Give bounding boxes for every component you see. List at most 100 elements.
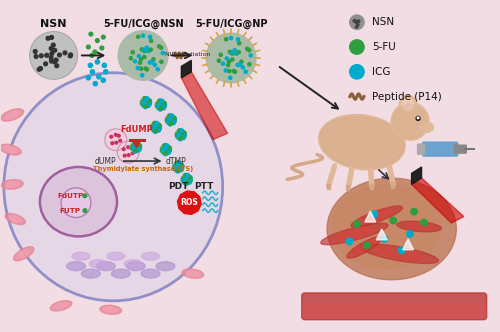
Ellipse shape bbox=[334, 227, 374, 240]
Circle shape bbox=[133, 141, 136, 144]
Circle shape bbox=[226, 57, 228, 60]
Circle shape bbox=[143, 49, 146, 53]
Circle shape bbox=[180, 130, 183, 134]
Circle shape bbox=[147, 103, 150, 107]
Ellipse shape bbox=[332, 184, 442, 269]
Circle shape bbox=[134, 143, 138, 146]
Text: FdUTP: FdUTP bbox=[57, 193, 83, 199]
Ellipse shape bbox=[5, 182, 17, 187]
Ellipse shape bbox=[142, 252, 160, 260]
Circle shape bbox=[228, 50, 232, 53]
Circle shape bbox=[206, 33, 256, 83]
Circle shape bbox=[152, 129, 156, 132]
Circle shape bbox=[153, 128, 156, 131]
Circle shape bbox=[102, 35, 105, 39]
Ellipse shape bbox=[360, 244, 438, 264]
Circle shape bbox=[173, 164, 176, 168]
Polygon shape bbox=[412, 167, 422, 184]
Circle shape bbox=[138, 149, 140, 152]
Circle shape bbox=[156, 103, 159, 106]
Circle shape bbox=[163, 144, 166, 147]
Circle shape bbox=[156, 124, 160, 127]
Circle shape bbox=[164, 151, 168, 155]
Circle shape bbox=[143, 103, 146, 106]
Circle shape bbox=[50, 46, 53, 50]
Circle shape bbox=[356, 22, 358, 24]
Circle shape bbox=[165, 145, 168, 149]
Text: FdUMP: FdUMP bbox=[120, 125, 153, 134]
Circle shape bbox=[248, 48, 251, 52]
Circle shape bbox=[166, 120, 170, 123]
Ellipse shape bbox=[104, 307, 116, 312]
Circle shape bbox=[178, 131, 182, 134]
Circle shape bbox=[163, 105, 166, 108]
Text: Peptide (P14): Peptide (P14) bbox=[372, 92, 442, 102]
Circle shape bbox=[40, 54, 43, 58]
Circle shape bbox=[140, 74, 144, 77]
Circle shape bbox=[167, 151, 170, 154]
Ellipse shape bbox=[321, 223, 388, 245]
Circle shape bbox=[53, 60, 56, 64]
Circle shape bbox=[165, 115, 176, 125]
Circle shape bbox=[52, 43, 55, 47]
Circle shape bbox=[364, 242, 370, 249]
Circle shape bbox=[170, 116, 172, 119]
Circle shape bbox=[166, 144, 168, 147]
Circle shape bbox=[188, 180, 190, 183]
Circle shape bbox=[178, 136, 180, 140]
Circle shape bbox=[164, 146, 167, 149]
Circle shape bbox=[171, 121, 174, 124]
Circle shape bbox=[188, 180, 191, 183]
Circle shape bbox=[93, 50, 97, 54]
Circle shape bbox=[158, 108, 162, 111]
Circle shape bbox=[86, 76, 90, 80]
Circle shape bbox=[177, 169, 180, 172]
FancyBboxPatch shape bbox=[454, 145, 466, 153]
Circle shape bbox=[38, 67, 41, 71]
Circle shape bbox=[136, 144, 140, 147]
Circle shape bbox=[187, 180, 190, 183]
Circle shape bbox=[90, 53, 94, 57]
Circle shape bbox=[162, 106, 165, 109]
Circle shape bbox=[170, 122, 173, 125]
Text: Thymidylate synthase (TS): Thymidylate synthase (TS) bbox=[93, 166, 193, 172]
Circle shape bbox=[160, 107, 163, 110]
Ellipse shape bbox=[66, 262, 86, 271]
Text: NSN: NSN bbox=[40, 19, 67, 29]
Circle shape bbox=[176, 161, 180, 164]
Circle shape bbox=[166, 146, 170, 149]
Circle shape bbox=[162, 107, 166, 110]
Circle shape bbox=[63, 51, 67, 55]
Circle shape bbox=[136, 148, 140, 151]
Circle shape bbox=[160, 149, 164, 152]
Circle shape bbox=[88, 63, 92, 67]
Circle shape bbox=[180, 129, 184, 132]
Circle shape bbox=[144, 99, 148, 102]
Circle shape bbox=[160, 60, 163, 63]
Circle shape bbox=[148, 99, 151, 102]
Circle shape bbox=[133, 148, 136, 151]
Circle shape bbox=[130, 146, 134, 149]
Circle shape bbox=[168, 116, 172, 119]
Circle shape bbox=[44, 62, 48, 66]
Circle shape bbox=[143, 104, 146, 107]
Circle shape bbox=[97, 75, 101, 79]
Circle shape bbox=[118, 31, 168, 80]
Circle shape bbox=[158, 127, 162, 130]
Circle shape bbox=[172, 117, 174, 120]
Ellipse shape bbox=[17, 250, 28, 258]
Circle shape bbox=[182, 135, 185, 139]
Circle shape bbox=[178, 137, 182, 140]
Circle shape bbox=[178, 162, 182, 165]
Circle shape bbox=[154, 130, 157, 133]
Circle shape bbox=[186, 181, 189, 185]
Circle shape bbox=[136, 144, 140, 147]
Circle shape bbox=[171, 117, 174, 120]
Circle shape bbox=[178, 168, 182, 171]
Ellipse shape bbox=[18, 249, 30, 257]
Circle shape bbox=[224, 69, 228, 72]
Circle shape bbox=[156, 128, 159, 131]
Circle shape bbox=[34, 49, 37, 53]
Circle shape bbox=[161, 102, 164, 105]
Ellipse shape bbox=[10, 216, 22, 222]
